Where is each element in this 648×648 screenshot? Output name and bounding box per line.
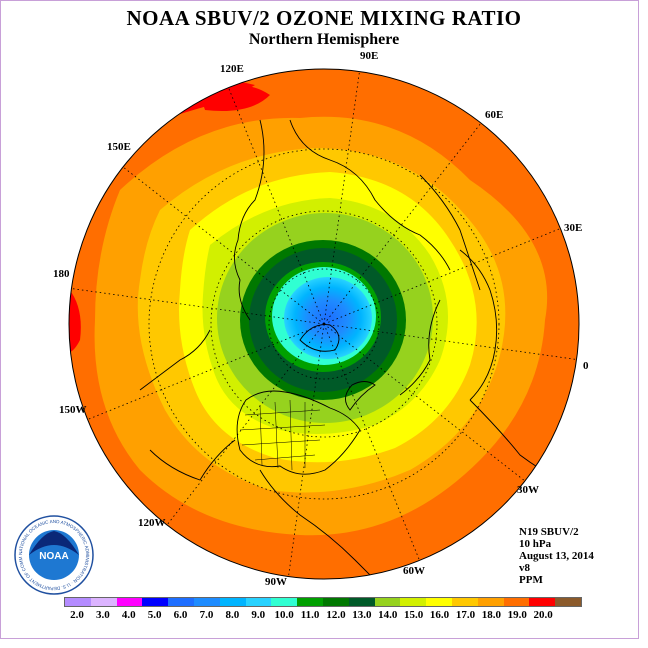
lon-label-150w: 150W [59,404,87,416]
date-text: August 13, 2014 [519,550,594,562]
colorbar-tick-label: 2.0 [70,609,84,621]
colorbar-cell [322,598,349,606]
colorbar-cell [142,598,169,606]
lon-label-120w: 120W [138,517,166,529]
colorbar-cell [271,598,298,606]
colorbar-cell [168,598,194,606]
lon-label-120e: 120E [220,63,244,75]
colorbar-cell [297,598,323,606]
noaa-logo: NATIONAL OCEANIC AND ATMOSPHERIC ADMINIS… [14,515,94,595]
map-edge [68,68,580,580]
lon-label-90w: 90W [265,576,287,588]
meridian-line [323,228,561,325]
colorbar-tick-label: 14.0 [378,609,398,621]
colorbar-tick-label: 3.0 [95,609,110,621]
units-text: PPM [519,574,543,586]
meridian-line [87,323,325,420]
mediterranean-europe [459,249,498,401]
polar-minimum [284,277,372,359]
colorbar-tick-label: 16.0 [429,609,450,621]
colorbar-cell [503,598,530,606]
colorbar-ticks: 2.0 3.0 4.0 5.0 6.0 7.0 8.0 9.0 10.0 11.0 12.0 13.0… [64,609,582,623]
colorbar-tick-label: 12.0 [326,609,346,621]
east-asia-coast [289,119,451,271]
ozone-field [69,69,579,579]
colorbar-tick-label: 5.0 [147,609,162,621]
meridian-line [323,122,482,325]
scandinavia [399,299,441,396]
lon-label-60e: 60E [485,109,504,121]
colorbar-tick-label: 15.0 [404,609,424,621]
colorbar-tick-label: 20.0 [533,609,553,621]
colorbar-cell [555,598,581,606]
pressure-level-text: 10 hPa [519,538,552,550]
colorbar-cell [374,598,401,606]
lon-label-30w: 30W [517,484,539,496]
colorbar-cell [400,598,427,606]
us-state-borders [239,399,326,471]
colorbar-cell [65,598,91,606]
colorbar-tick-label: 13.0 [352,609,372,621]
satellite-text: N19 SBUV/2 [519,526,579,538]
version-text: v8 [519,562,530,574]
india-arabia-coast [419,174,481,291]
asia-pacific-coast [234,119,265,321]
lon-label-0: 0 [583,360,589,372]
colorbar-tick-label: 18.0 [481,609,501,621]
map-subtitle: Northern Hemisphere [248,31,400,48]
graticule [148,148,500,500]
meridian-line [323,323,526,482]
colorbar-tick-label: 10.0 [274,609,294,621]
colorbar-cell [477,598,504,606]
colorbar-tick-label: 11.0 [300,609,320,621]
colorbar-tick-label: 9.0 [251,609,266,621]
colorbar-cell [426,598,452,606]
lon-label-150e: 150E [107,141,131,153]
meridian-line [323,323,420,561]
meridian-line [323,323,577,360]
colorbar [64,597,582,607]
lon-label-90e: 90E [360,50,379,62]
meridian-lines [71,71,577,577]
meridian-line [228,87,325,325]
colorbar-cell [245,598,272,606]
colorbar-cell [116,598,143,606]
colorbar-tick-label: 19.0 [507,609,527,621]
colorbar-cell [529,598,556,606]
colorbar-cell [193,598,220,606]
meridian-line [323,71,360,325]
colorbar-tick-label: 4.0 [121,609,136,621]
lon-label-30e: 30E [564,222,583,234]
map-title: NOAA SBUV/2 OZONE MIXING RATIO [126,6,522,30]
colorbar-cell [451,598,478,606]
colorbar-cell [90,598,117,606]
colorbar-cell [348,598,375,606]
alaska-pacific-coast [149,439,236,481]
meridian-line [71,288,325,325]
meridian-line [288,323,325,577]
colorbar-cell [219,598,246,606]
metadata-block: N19 SBUV/2 10 hPa August 13, 2014 v8 PPM [519,526,594,586]
colorbar-tick-label: 7.0 [199,609,214,621]
logo-text: NOAA [39,551,68,562]
north-america-coast [236,390,361,475]
central-america-coast [259,469,396,579]
meridian-line [166,323,325,526]
aleutians [139,329,211,391]
arctic-islands [299,324,340,352]
greenland [345,381,376,411]
lon-label-180: 180 [53,268,70,280]
colorbar-tick-label: 17.0 [455,609,476,621]
colorbar-tick-label: 6.0 [173,609,188,621]
figure-border [0,0,639,639]
lon-label-60w: 60W [403,565,425,577]
meridian-line [122,166,325,325]
colorbar-tick-label: 8.0 [225,609,240,621]
